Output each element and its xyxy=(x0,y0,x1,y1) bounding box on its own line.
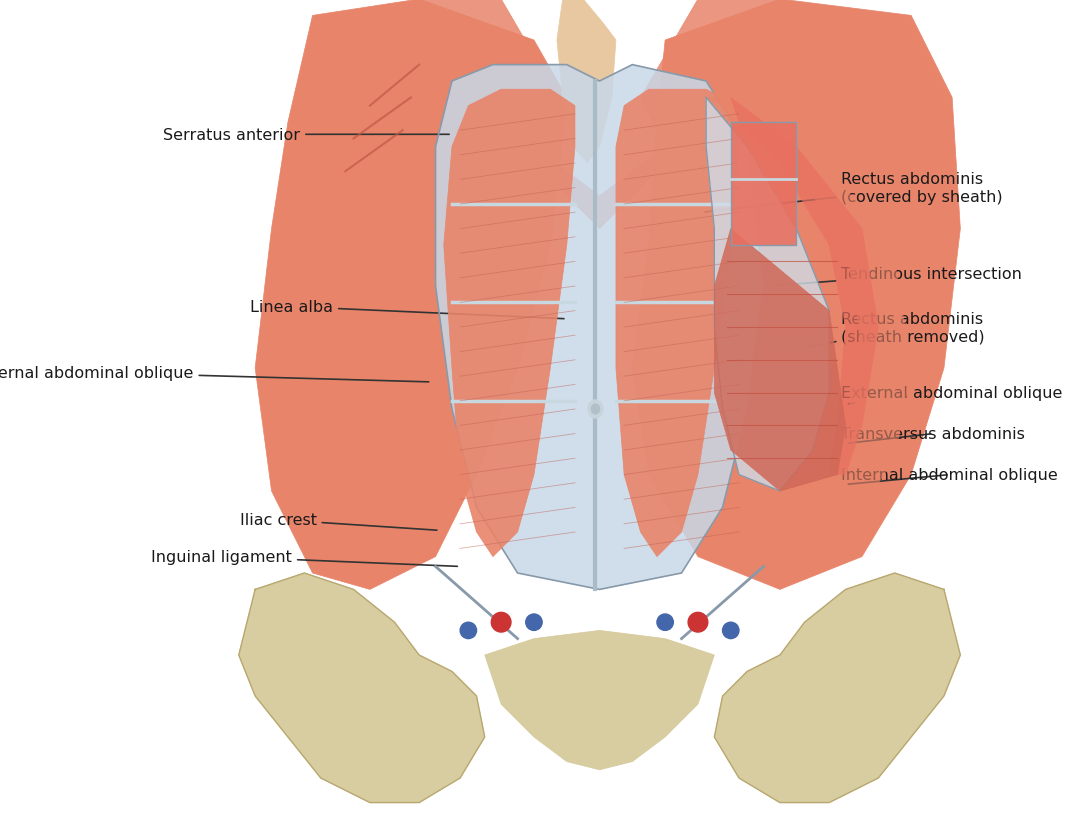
Text: Inguinal ligament: Inguinal ligament xyxy=(151,550,457,567)
Text: Linea alba: Linea alba xyxy=(250,300,564,319)
Circle shape xyxy=(526,614,542,631)
Polygon shape xyxy=(557,0,616,164)
Text: Serratus anterior: Serratus anterior xyxy=(163,128,450,143)
Polygon shape xyxy=(715,229,846,491)
Polygon shape xyxy=(706,98,911,508)
Polygon shape xyxy=(632,0,960,590)
Circle shape xyxy=(491,613,512,632)
Text: Transversus abdominis: Transversus abdominis xyxy=(842,427,1025,444)
Circle shape xyxy=(689,613,708,632)
Polygon shape xyxy=(419,0,780,229)
Polygon shape xyxy=(444,90,574,557)
Text: Rectus abdominis
(covered by sheath): Rectus abdominis (covered by sheath) xyxy=(705,172,1003,213)
Polygon shape xyxy=(715,573,960,803)
Polygon shape xyxy=(731,98,879,475)
Polygon shape xyxy=(616,90,738,557)
Circle shape xyxy=(460,622,477,639)
Text: External abdominal oblique: External abdominal oblique xyxy=(842,386,1063,405)
Text: External abdominal oblique: External abdominal oblique xyxy=(0,365,429,382)
Circle shape xyxy=(722,622,738,639)
Polygon shape xyxy=(239,573,484,803)
Ellipse shape xyxy=(592,405,599,414)
Ellipse shape xyxy=(588,400,603,419)
Polygon shape xyxy=(731,123,796,246)
Text: Tendinous intersection: Tendinous intersection xyxy=(770,267,1022,287)
Text: Rectus abdominis
(sheath removed): Rectus abdominis (sheath removed) xyxy=(807,311,985,347)
Circle shape xyxy=(657,614,673,631)
Text: Iliac crest: Iliac crest xyxy=(240,513,437,531)
Polygon shape xyxy=(435,66,763,590)
Text: Internal abdominal oblique: Internal abdominal oblique xyxy=(842,468,1058,485)
Polygon shape xyxy=(255,0,567,590)
Polygon shape xyxy=(706,98,829,491)
Polygon shape xyxy=(484,631,715,770)
